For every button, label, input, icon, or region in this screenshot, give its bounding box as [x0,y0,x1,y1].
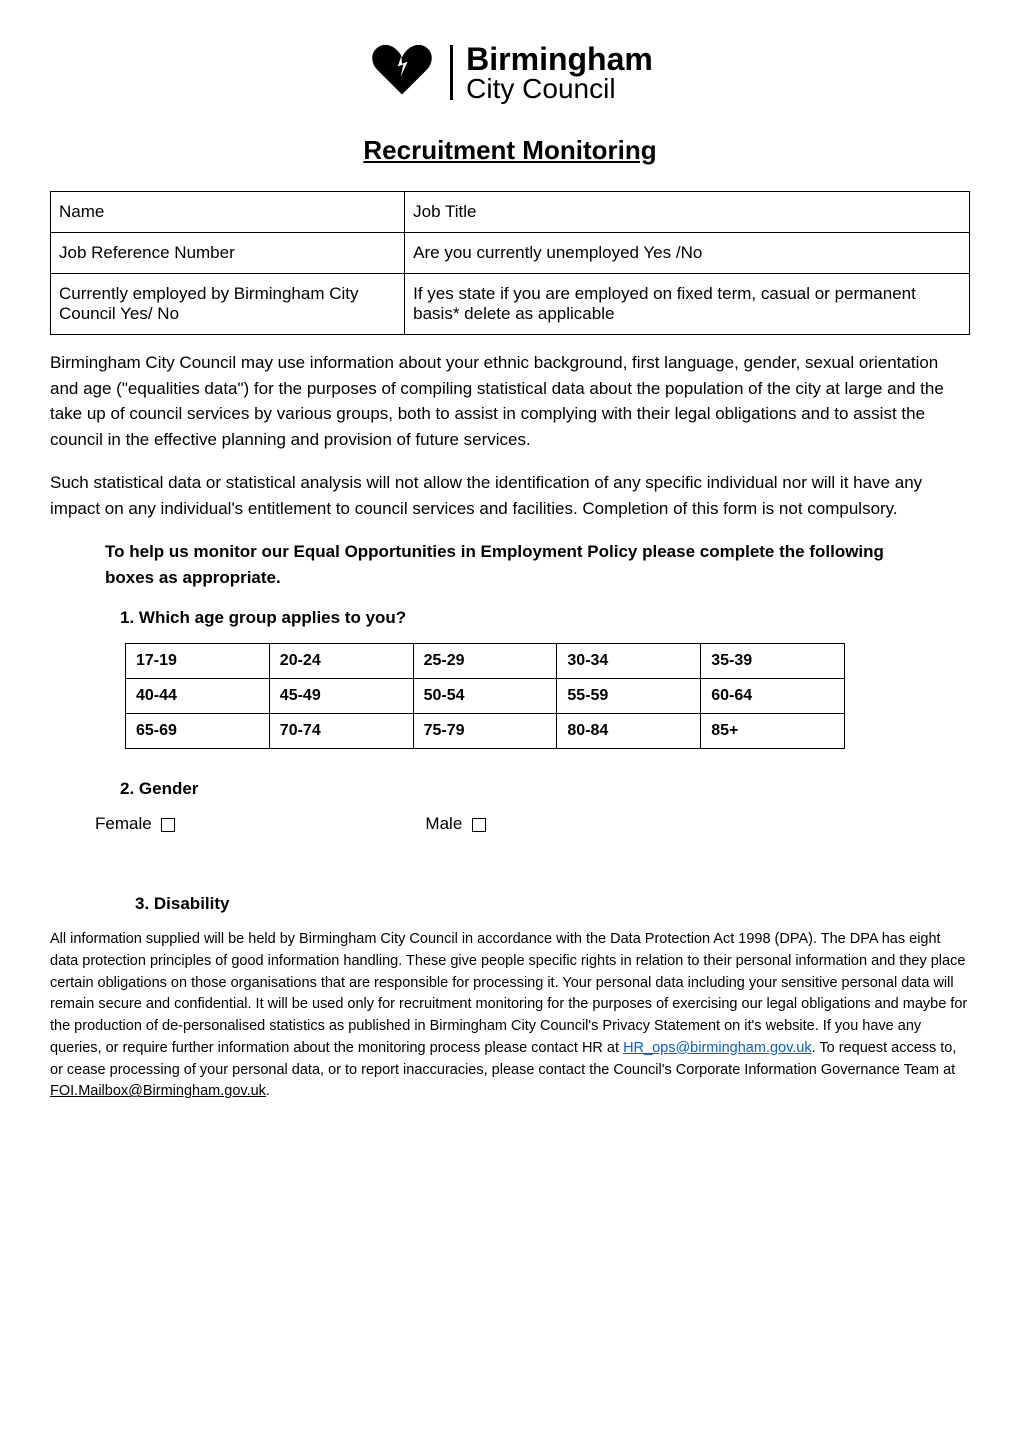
hr-email-link[interactable]: HR_ops@birmingham.gov.uk [623,1040,812,1056]
q3-heading: 3. Disability [135,894,970,914]
logo-divider [450,45,453,100]
logo-text: Birmingham City Council [466,43,653,103]
q1-heading: 1. Which age group applies to you? [120,608,970,628]
foi-email-link[interactable]: FOI.Mailbox@Birmingham.gov.uk [50,1083,266,1099]
name-cell[interactable]: Name [51,192,405,233]
table-row: 17-19 20-24 25-29 30-34 35-39 [126,644,845,679]
female-option: Female [95,814,175,834]
table-row: 65-69 70-74 75-79 80-84 85+ [126,714,845,749]
logo: Birmingham City Council [367,40,653,105]
job-ref-cell[interactable]: Job Reference Number [51,233,405,274]
age-cell[interactable]: 20-24 [269,644,413,679]
instruction-text: To help us monitor our Equal Opportuniti… [105,539,915,590]
age-cell[interactable]: 17-19 [126,644,270,679]
employment-basis-cell[interactable]: If yes state if you are employed on fixe… [405,274,970,335]
footer-part1: All information supplied will be held by… [50,931,967,1056]
employed-bcc-cell[interactable]: Currently employed by Birmingham City Co… [51,274,405,335]
gender-row: Female Male [95,814,970,834]
age-cell[interactable]: 25-29 [413,644,557,679]
logo-line1: Birmingham [466,43,653,75]
age-cell[interactable]: 75-79 [413,714,557,749]
footer-part3: . [266,1083,270,1099]
age-cell[interactable]: 30-34 [557,644,701,679]
age-cell[interactable]: 40-44 [126,679,270,714]
age-table: 17-19 20-24 25-29 30-34 35-39 40-44 45-4… [125,643,845,749]
footer-text: All information supplied will be held by… [50,929,970,1103]
table-row: Name Job Title [51,192,970,233]
male-label: Male [425,814,462,833]
table-row: Job Reference Number Are you currently u… [51,233,970,274]
logo-line2: City Council [466,75,653,103]
info-table: Name Job Title Job Reference Number Are … [50,191,970,335]
age-cell[interactable]: 35-39 [701,644,845,679]
logo-container: Birmingham City Council [50,40,970,105]
age-cell[interactable]: 65-69 [126,714,270,749]
table-row: Currently employed by Birmingham City Co… [51,274,970,335]
age-cell[interactable]: 55-59 [557,679,701,714]
female-label: Female [95,814,152,833]
age-cell[interactable]: 70-74 [269,714,413,749]
male-option: Male [425,814,486,834]
age-cell[interactable]: 45-49 [269,679,413,714]
table-row: 40-44 45-49 50-54 55-59 60-64 [126,679,845,714]
page-title: Recruitment Monitoring [50,135,970,166]
paragraph-2: Such statistical data or statistical ana… [50,470,970,521]
female-checkbox[interactable] [161,818,175,832]
job-title-cell[interactable]: Job Title [405,192,970,233]
male-checkbox[interactable] [472,818,486,832]
age-cell[interactable]: 50-54 [413,679,557,714]
age-cell[interactable]: 80-84 [557,714,701,749]
heart-icon [367,40,437,105]
q2-heading: 2. Gender [120,779,970,799]
age-cell[interactable]: 85+ [701,714,845,749]
age-cell[interactable]: 60-64 [701,679,845,714]
paragraph-1: Birmingham City Council may use informat… [50,350,970,452]
unemployed-cell[interactable]: Are you currently unemployed Yes /No [405,233,970,274]
